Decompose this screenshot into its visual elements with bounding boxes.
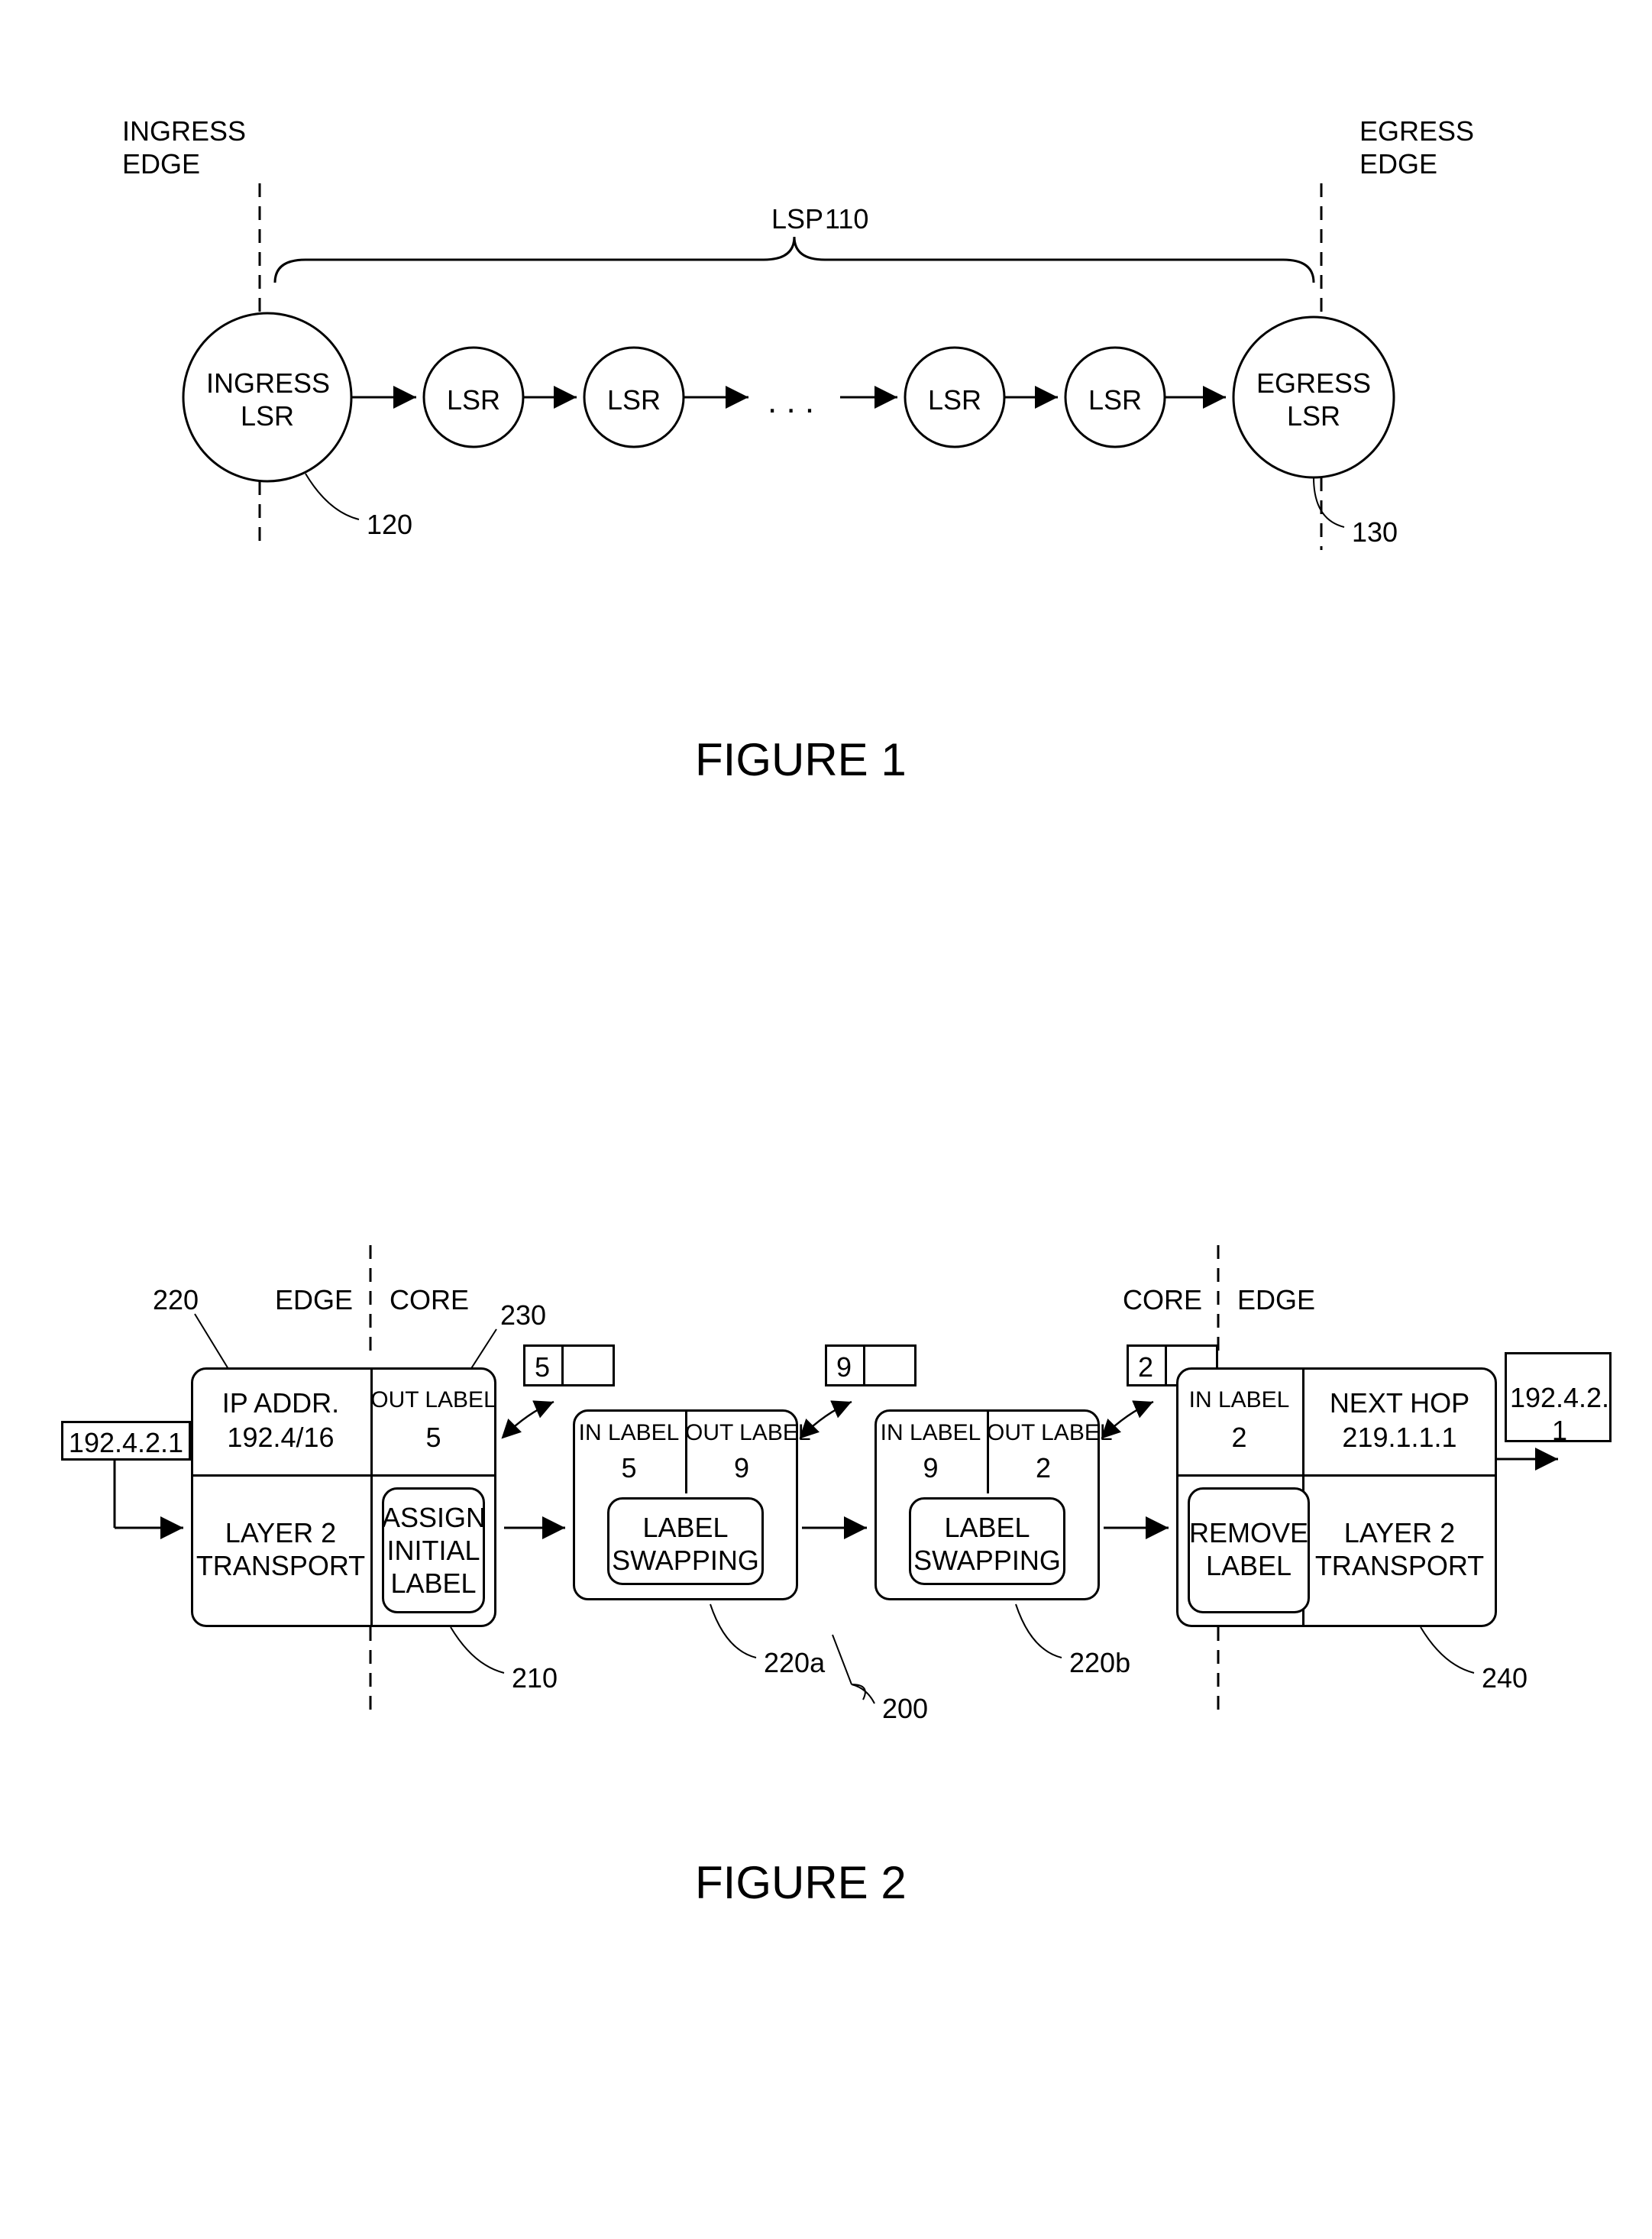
lsr-a-out-hdr: OUT LABEL bbox=[685, 1419, 798, 1447]
figure2-title: FIGURE 2 bbox=[695, 1856, 907, 1909]
lsr-b-swap-label: LABEL SWAPPING bbox=[909, 1511, 1065, 1577]
ingress-lsr-label: INGRESS LSR bbox=[206, 367, 328, 432]
egress-lsr-label: EGRESS LSR bbox=[1253, 367, 1375, 432]
ingress-layer2: LAYER 2 TRANSPORT bbox=[191, 1516, 370, 1582]
packet-c-label: 2 bbox=[1127, 1351, 1165, 1383]
lsr1-label: LSR bbox=[443, 383, 504, 416]
packet-b-label: 9 bbox=[825, 1351, 863, 1383]
ref-220b: 220b bbox=[1069, 1646, 1130, 1679]
lsr-b-out-hdr: OUT LABEL bbox=[987, 1419, 1100, 1447]
egress-in-val: 2 bbox=[1176, 1421, 1302, 1454]
egress-layer2: LAYER 2 TRANSPORT bbox=[1302, 1516, 1497, 1582]
lsp-ref: 110 bbox=[825, 202, 868, 235]
ref-120: 120 bbox=[367, 508, 412, 541]
edge-label-right: EDGE bbox=[1237, 1283, 1315, 1316]
page: INGRESS EDGE EGRESS EDGE LSP 110 INGRESS… bbox=[31, 31, 1621, 2208]
egress-edge-label: EGRESS EDGE bbox=[1359, 115, 1474, 180]
figure1-title: FIGURE 1 bbox=[695, 733, 907, 786]
ingress-edge-label: INGRESS EDGE bbox=[122, 115, 246, 180]
lsr2-label: LSR bbox=[603, 383, 664, 416]
egress-row-divider bbox=[1176, 1474, 1497, 1477]
assign-label: ASSIGN INITIAL LABEL bbox=[382, 1501, 485, 1600]
ref-200: 200 bbox=[882, 1692, 928, 1725]
ref-230: 230 bbox=[500, 1299, 546, 1331]
packet-c-div bbox=[1165, 1344, 1167, 1386]
egress-nh-hdr: NEXT HOP bbox=[1302, 1386, 1497, 1419]
core-label-right: CORE bbox=[1123, 1283, 1202, 1316]
lsr4-label: LSR bbox=[1085, 383, 1146, 416]
lsr-a-swap-label: LABEL SWAPPING bbox=[607, 1511, 764, 1577]
edge-label-left: EDGE bbox=[275, 1283, 353, 1316]
lsr-b-out-val: 2 bbox=[987, 1451, 1100, 1484]
lsr-a-out-val: 9 bbox=[685, 1451, 798, 1484]
lsr3-label: LSR bbox=[924, 383, 985, 416]
ref-210: 210 bbox=[512, 1661, 558, 1694]
ref-130: 130 bbox=[1352, 516, 1398, 548]
ref-220a: 220a bbox=[764, 1646, 825, 1679]
lsr-a-in-hdr: IN LABEL bbox=[573, 1419, 685, 1447]
packet-a-div bbox=[561, 1344, 564, 1386]
ingress-ip-hdr: IP ADDR. bbox=[191, 1386, 370, 1419]
ingress-out-hdr: OUT LABEL bbox=[370, 1386, 496, 1414]
ingress-row-divider bbox=[191, 1474, 496, 1477]
remove-label: REMOVE LABEL bbox=[1188, 1516, 1310, 1582]
dots-label: . . . bbox=[768, 382, 814, 422]
lsp-label: LSP bbox=[771, 202, 823, 235]
egress-in-hdr: IN LABEL bbox=[1176, 1386, 1302, 1414]
packet-a-label: 5 bbox=[523, 1351, 561, 1383]
ingress-out-val: 5 bbox=[370, 1421, 496, 1454]
ref-220: 220 bbox=[153, 1283, 199, 1316]
output-packet-label: 192.4.2.1 bbox=[1503, 1381, 1616, 1447]
ingress-ip-val: 192.4/16 bbox=[191, 1421, 370, 1454]
egress-nh-val: 219.1.1.1 bbox=[1302, 1421, 1497, 1454]
core-label-left: CORE bbox=[390, 1283, 469, 1316]
packet-b-div bbox=[863, 1344, 865, 1386]
ref-240: 240 bbox=[1482, 1661, 1528, 1694]
lsr-b-in-val: 9 bbox=[874, 1451, 987, 1484]
lsr-a-in-val: 5 bbox=[573, 1451, 685, 1484]
input-packet-label: 192.4.2.1 bbox=[61, 1426, 191, 1459]
lsr-b-in-hdr: IN LABEL bbox=[874, 1419, 987, 1447]
